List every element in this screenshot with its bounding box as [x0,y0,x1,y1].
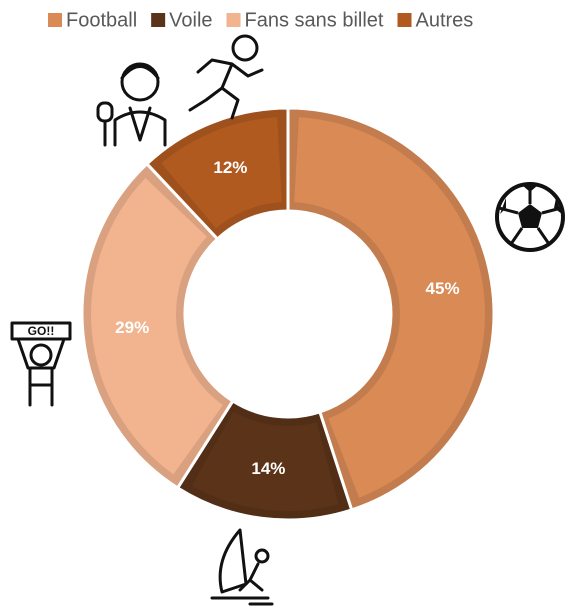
segment-face [294,117,485,498]
svg-text:GO!!: GO!! [28,324,55,338]
windsurf-icon [210,528,274,606]
segment-face [91,178,223,475]
legend-label: Football [66,9,137,31]
data-label: 12% [213,158,247,177]
data-label: 29% [115,318,149,337]
data-label: 14% [251,459,285,478]
donut: 45% 14% 29% 12% [80,106,496,522]
football-icon [495,182,565,252]
legend-swatch [48,13,62,27]
segment-face [161,117,282,229]
legend-swatch [226,13,241,27]
legend-swatch [151,13,166,27]
runner-icon [188,34,264,120]
legend: Football Voile Fans sans billet Autres [48,9,473,31]
legend-swatch [397,13,412,27]
fan-icon: GO!! [10,321,72,407]
data-label: 45% [426,279,460,298]
legend-label: Fans sans billet [245,9,384,31]
presenter-icon [96,62,167,147]
legend-label: Autres [416,9,474,31]
legend-label: Voile [169,9,212,31]
segment-face [191,411,339,511]
